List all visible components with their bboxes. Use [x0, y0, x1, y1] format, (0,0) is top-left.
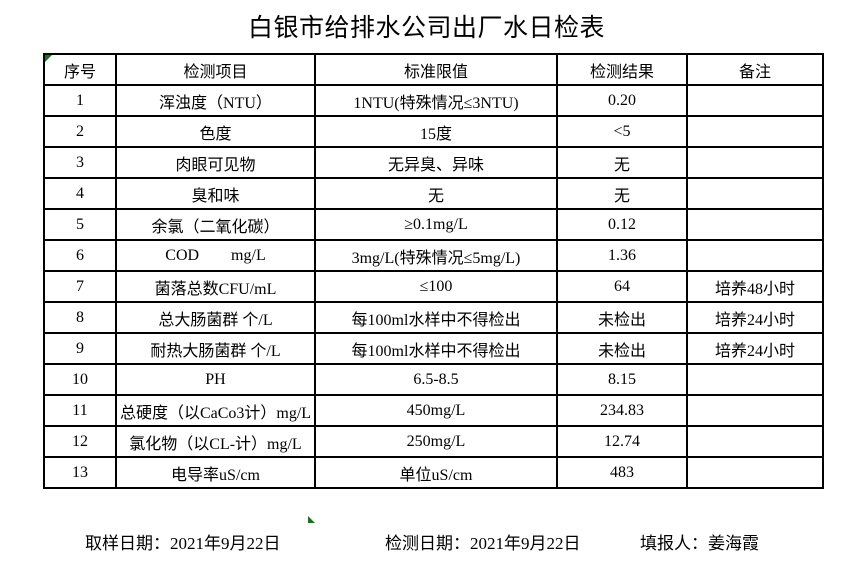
cell-seq: 11: [43, 394, 117, 427]
cell-result: 64: [556, 270, 688, 303]
table-row: 6 COD mg/L 3mg/L(特殊情况≤5mg/L) 1.36: [43, 239, 824, 272]
header-row: 序号 检测项目 标准限值 检测结果 备注: [43, 53, 824, 86]
cell-remark: [686, 177, 824, 210]
cell-item: COD mg/L: [115, 239, 316, 272]
cell-result: 12.74: [556, 425, 688, 458]
cell-item: PH: [115, 363, 316, 396]
cell-limit: 450mg/L: [314, 394, 558, 427]
cell-result: 未检出: [556, 332, 688, 365]
cell-result: 8.15: [556, 363, 688, 396]
cell-remark: [686, 394, 824, 427]
cell-result: 未检出: [556, 301, 688, 334]
cell-result: 0.20: [556, 84, 688, 117]
cell-limit: 3mg/L(特殊情况≤5mg/L): [314, 239, 558, 272]
cell-item: 肉眼可见物: [115, 146, 316, 179]
cell-seq: 4: [43, 177, 117, 210]
table-row: 11 总硬度（以CaCo3计）mg/L 450mg/L 234.83: [43, 394, 824, 427]
cell-limit: 1NTU(特殊情况≤3NTU): [314, 84, 558, 117]
cell-limit: 15度: [314, 115, 558, 148]
excel-error-marker-icon: [45, 55, 52, 62]
cell-seq: 3: [43, 146, 117, 179]
cell-item: 菌落总数CFU/mL: [115, 270, 316, 303]
cell-item: 余氯（二氧化碳）: [115, 208, 316, 241]
cell-result: 无: [556, 146, 688, 179]
cell-remark: 培养24小时: [686, 332, 824, 365]
cell-remark: 培养48小时: [686, 270, 824, 303]
cell-remark: [686, 208, 824, 241]
table-row: 10 PH 6.5-8.5 8.15: [43, 363, 824, 396]
cell-seq: 10: [43, 363, 117, 396]
column-header-limit: 标准限值: [314, 53, 558, 86]
cell-limit: 250mg/L: [314, 425, 558, 458]
green-artifact-icon: [308, 516, 315, 523]
cell-seq: 9: [43, 332, 117, 365]
cell-seq: 2: [43, 115, 117, 148]
cell-item: 电导率uS/cm: [115, 456, 316, 489]
cell-item: 耐热大肠菌群 个/L: [115, 332, 316, 365]
cell-remark: 培养24小时: [686, 301, 824, 334]
cell-remark: [686, 84, 824, 117]
cell-item: 氯化物（以CL-计）mg/L: [115, 425, 316, 458]
cell-limit: 无: [314, 177, 558, 210]
cell-item: 总硬度（以CaCo3计）mg/L: [115, 394, 316, 427]
table-row: 9 耐热大肠菌群 个/L 每100ml水样中不得检出 未检出 培养24小时: [43, 332, 824, 365]
cell-item: 浑浊度（NTU）: [115, 84, 316, 117]
cell-result: <5: [556, 115, 688, 148]
cell-limit: 每100ml水样中不得检出: [314, 301, 558, 334]
column-header-item: 检测项目: [115, 53, 316, 86]
cell-limit: 单位uS/cm: [314, 456, 558, 489]
cell-seq: 6: [43, 239, 117, 272]
cell-limit: 无异臭、异味: [314, 146, 558, 179]
cell-remark: [686, 239, 824, 272]
daily-check-table: 序号 检测项目 标准限值 检测结果 备注 1 浑浊度（NTU） 1NTU(特殊情…: [43, 53, 824, 489]
table-row: 3 肉眼可见物 无异臭、异味 无: [43, 146, 824, 179]
table-row: 13 电导率uS/cm 单位uS/cm 483: [43, 456, 824, 489]
column-header-result: 检测结果: [556, 53, 688, 86]
cell-item: 色度: [115, 115, 316, 148]
reporter-text: 填报人：姜海霞: [640, 534, 759, 553]
cell-item: 臭和味: [115, 177, 316, 210]
cell-result: 无: [556, 177, 688, 210]
cell-result: 483: [556, 456, 688, 489]
cell-seq: 5: [43, 208, 117, 241]
cell-remark: [686, 115, 824, 148]
page-title: 白银市给排水公司出厂水日检表: [247, 15, 605, 42]
column-header-remark: 备注: [686, 53, 824, 86]
table-row: 2 色度 15度 <5: [43, 115, 824, 148]
cell-remark: [686, 363, 824, 396]
cell-limit: ≥0.1mg/L: [314, 208, 558, 241]
table-row: 4 臭和味 无 无: [43, 177, 824, 210]
cell-seq: 1: [43, 84, 117, 117]
cell-item: 总大肠菌群 个/L: [115, 301, 316, 334]
table-row: 12 氯化物（以CL-计）mg/L 250mg/L 12.74: [43, 425, 824, 458]
column-header-seq: 序号: [43, 53, 117, 86]
cell-remark: [686, 456, 824, 489]
cell-result: 234.83: [556, 394, 688, 427]
cell-result: 1.36: [556, 239, 688, 272]
cell-result: 0.12: [556, 208, 688, 241]
cell-remark: [686, 425, 824, 458]
sample-date-text: 取样日期：2021年9月22日: [85, 534, 281, 553]
cell-seq: 7: [43, 270, 117, 303]
cell-seq: 12: [43, 425, 117, 458]
table-row: 7 菌落总数CFU/mL ≤100 64 培养48小时: [43, 270, 824, 303]
cell-limit: ≤100: [314, 270, 558, 303]
cell-seq: 13: [43, 456, 117, 489]
cell-remark: [686, 146, 824, 179]
cell-limit: 6.5-8.5: [314, 363, 558, 396]
table-row: 1 浑浊度（NTU） 1NTU(特殊情况≤3NTU) 0.20: [43, 84, 824, 117]
table-row: 5 余氯（二氧化碳） ≥0.1mg/L 0.12: [43, 208, 824, 241]
cell-seq: 8: [43, 301, 117, 334]
cell-limit: 每100ml水样中不得检出: [314, 332, 558, 365]
test-date-text: 检测日期：2021年9月22日: [385, 534, 581, 553]
table-row: 8 总大肠菌群 个/L 每100ml水样中不得检出 未检出 培养24小时: [43, 301, 824, 334]
